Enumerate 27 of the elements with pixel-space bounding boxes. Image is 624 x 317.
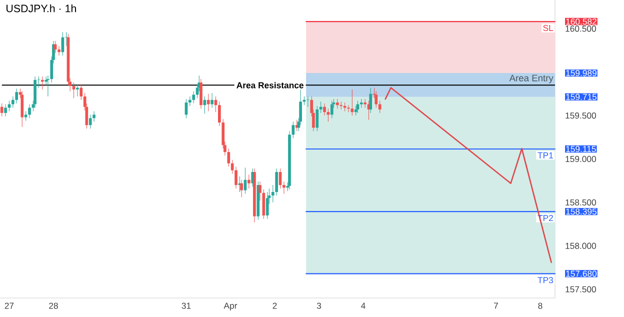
y-tick-label: 159.000 — [566, 156, 596, 162]
y-tick-label: 159.715 — [566, 94, 597, 100]
y-tick-label: 159.500 — [566, 112, 596, 119]
x-tick-label: 27 — [4, 302, 14, 309]
series-label: TP1 — [538, 152, 553, 158]
y-tick-label: 160.500 — [566, 26, 596, 32]
x-tick-label: Apr — [224, 302, 238, 310]
x-tick-label: 8 — [538, 302, 542, 309]
ref-line-label: Area Resistance — [236, 82, 304, 88]
y-tick-label: 159.115 — [566, 146, 596, 152]
y-tick-label: 158.500 — [566, 199, 596, 206]
y-tick-label: 158.395 — [566, 208, 597, 215]
x-tick-label: 4 — [361, 302, 366, 309]
band-label: Area Entry — [509, 74, 554, 84]
y-tick-label: 159.989 — [566, 70, 596, 76]
chart-title: USDJPY.h · 1h — [6, 4, 76, 12]
y-tick-label: 157.500 — [566, 286, 596, 292]
x-tick-label: 28 — [49, 302, 58, 309]
series-label: SL — [543, 24, 554, 32]
y-tick-label: 160.582 — [566, 18, 596, 25]
x-tick-label: 3 — [316, 302, 322, 309]
y-tick-label: 157.680 — [566, 270, 597, 277]
x-tick-label: 7 — [494, 302, 498, 309]
x-tick-label: 2 — [272, 302, 277, 309]
y-tick-label: 158.000 — [566, 242, 596, 249]
series-label: TP3 — [538, 277, 554, 284]
x-tick-label: 31 — [182, 302, 191, 309]
